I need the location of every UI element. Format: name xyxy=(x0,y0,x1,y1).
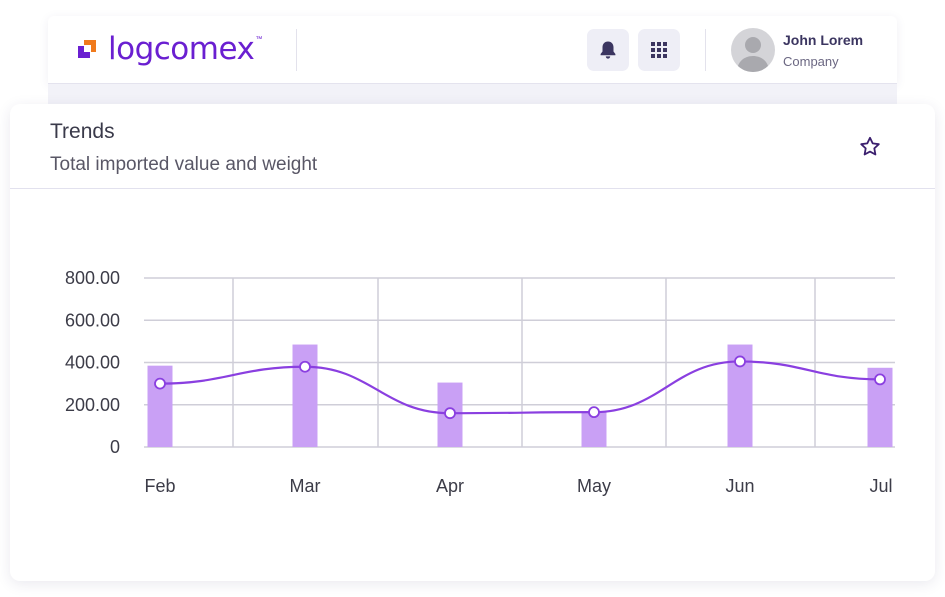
x-tick-label: Jun xyxy=(725,476,754,496)
logo-trademark: ™ xyxy=(255,36,263,43)
y-tick-label: 800.00 xyxy=(65,268,120,288)
card-divider xyxy=(10,188,935,189)
point-jun xyxy=(734,355,746,368)
header-divider xyxy=(705,29,706,71)
bell-icon xyxy=(600,41,616,59)
star-icon[interactable] xyxy=(858,135,882,159)
logo-text: logcomex xyxy=(108,31,255,67)
user-avatar-icon xyxy=(737,37,769,72)
point-apr xyxy=(444,407,456,420)
card-subtitle: Total imported value and weight xyxy=(50,154,318,175)
y-tick-label: 200.00 xyxy=(65,395,120,415)
logo-mark-icon xyxy=(78,40,96,58)
x-tick-label: Apr xyxy=(436,476,464,496)
trends-chart: 800.00 600.00 400.00 200.00 0 Feb Mar Apr May Jun… xyxy=(65,268,895,496)
grid-icon xyxy=(651,42,667,58)
y-tick-label: 400.00 xyxy=(65,353,120,373)
trend-line xyxy=(159,360,881,415)
user-avatar[interactable] xyxy=(731,28,775,72)
trends-card: Trends Total imported value and weight 8… xyxy=(10,104,935,581)
point-may xyxy=(588,406,600,419)
logcomex-logo[interactable]: logcomex ™ xyxy=(74,31,263,67)
apps-button[interactable] xyxy=(638,29,680,71)
point-jul xyxy=(874,373,886,386)
user-company: Company xyxy=(783,54,839,69)
y-tick-label: 0 xyxy=(110,437,120,457)
y-tick-label: 600.00 xyxy=(65,310,120,330)
x-tick-label: Jul xyxy=(869,476,892,496)
bar-mar xyxy=(292,344,318,447)
point-mar xyxy=(299,360,311,373)
header-subbar xyxy=(48,84,897,106)
x-tick-label: Mar xyxy=(290,476,321,496)
x-tick-label: May xyxy=(577,476,611,496)
point-feb xyxy=(154,377,166,390)
user-name[interactable]: John Lorem xyxy=(783,32,864,48)
x-tick-label: Feb xyxy=(144,476,175,496)
header-divider xyxy=(296,29,297,71)
notifications-button[interactable] xyxy=(587,29,629,71)
top-navigation-bar: logcomex ™ John Lorem Company xyxy=(48,16,897,84)
card-title: Trends xyxy=(50,120,115,143)
